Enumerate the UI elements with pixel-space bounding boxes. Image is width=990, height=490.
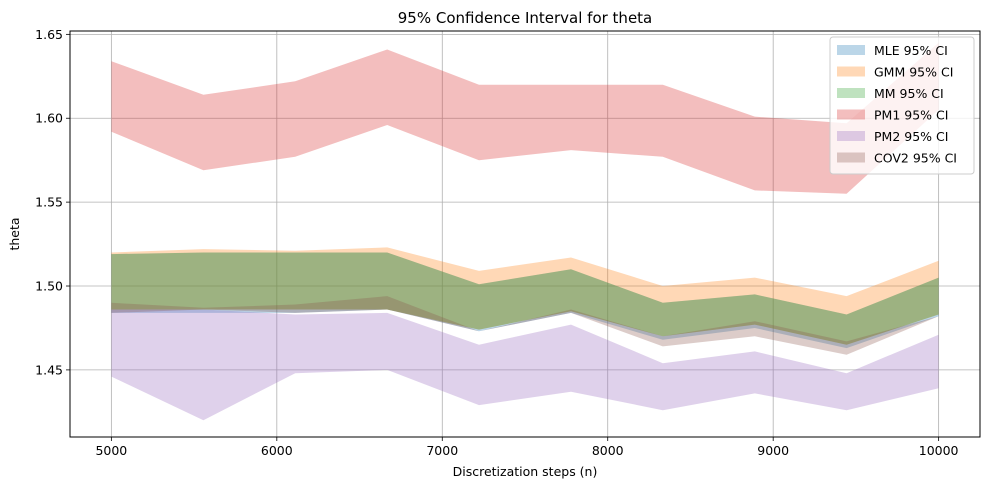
ci-band-5 <box>111 296 939 355</box>
legend-swatch <box>837 88 865 98</box>
y-axis-ticks: 1.45 1.50 1.55 1.60 1.65 <box>35 27 70 377</box>
x-tick-label: 9000 <box>757 443 789 458</box>
legend-swatch <box>837 45 865 55</box>
x-tick-label: 10000 <box>919 443 959 458</box>
legend: MLE 95% CI GMM 95% CI MM 95% CI PM1 95% CI P… <box>829 36 975 175</box>
legend-label: GMM 95% CI <box>874 65 953 80</box>
y-tick-label: 1.55 <box>35 195 63 210</box>
x-tick-label: 7000 <box>426 443 458 458</box>
y-tick-label: 1.65 <box>35 27 63 42</box>
ci-band-2 <box>111 252 939 345</box>
y-axis-label: theta <box>7 217 22 250</box>
legend-swatch <box>837 109 865 120</box>
legend-box <box>829 36 975 175</box>
x-tick-label: 8000 <box>592 443 624 458</box>
chart-title: 95% Confidence Interval for theta <box>398 9 653 27</box>
legend-swatch <box>837 131 865 141</box>
legend-label: PM2 95% CI <box>874 129 948 144</box>
ci-band-3 <box>111 42 939 194</box>
legend-label: COV2 95% CI <box>874 151 957 166</box>
ci-band-0 <box>111 252 939 349</box>
x-tick-label: 6000 <box>261 443 293 458</box>
y-tick-label: 1.60 <box>35 111 63 126</box>
x-axis-label: Discretization steps (n) <box>453 464 598 479</box>
plot-frame <box>69 30 981 438</box>
y-tick-label: 1.50 <box>35 279 63 294</box>
ci-band-1 <box>111 247 939 345</box>
x-axis-ticks: 5000 6000 7000 8000 9000 10000 <box>95 437 959 458</box>
legend-label: MLE 95% CI <box>874 43 948 58</box>
legend-swatch <box>837 152 865 163</box>
ci-band-4 <box>111 309 939 421</box>
y-tick-label: 1.45 <box>35 362 63 377</box>
legend-swatch <box>837 66 865 77</box>
confidence-bands <box>111 42 939 421</box>
grid <box>70 31 980 437</box>
legend-label: PM1 95% CI <box>874 108 948 123</box>
x-tick-label: 5000 <box>95 443 127 458</box>
legend-label: MM 95% CI <box>874 86 944 101</box>
